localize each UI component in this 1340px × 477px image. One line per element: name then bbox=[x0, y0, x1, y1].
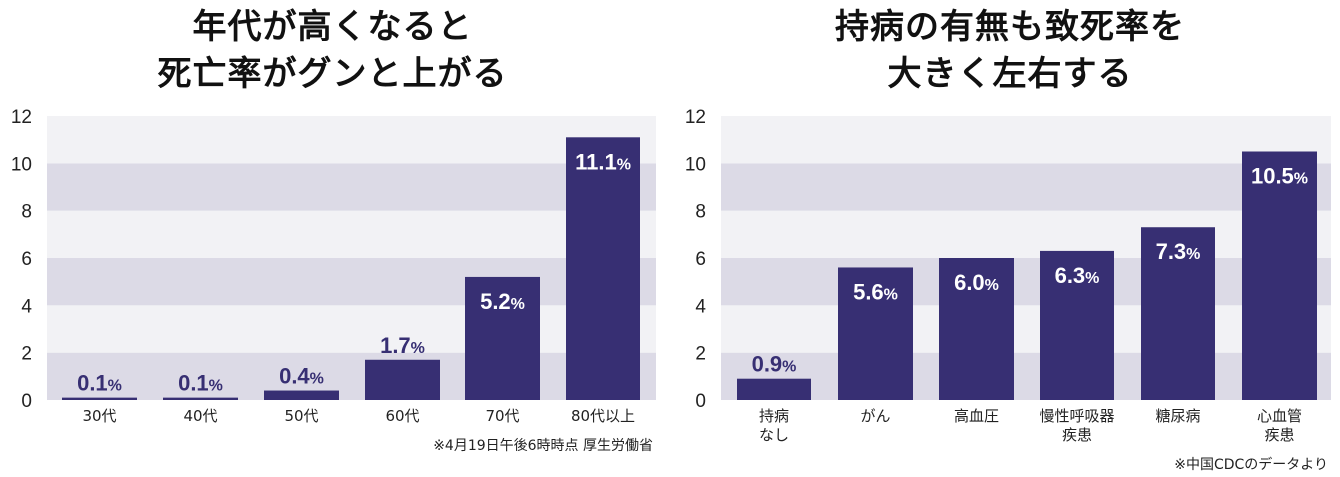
x-tick-label: 40代 bbox=[183, 407, 217, 425]
x-tick-label: 持病 bbox=[759, 407, 789, 425]
data-label: 0.1% bbox=[77, 371, 122, 396]
grid-band bbox=[47, 352, 656, 400]
y-tick-label: 6 bbox=[695, 249, 706, 270]
grid-band bbox=[721, 163, 1331, 211]
source-note: ※4月19日午後6時時点 厚生労働省 bbox=[433, 438, 653, 454]
grid-band bbox=[47, 258, 656, 306]
y-tick-label: 12 bbox=[685, 107, 706, 128]
grid-band bbox=[47, 163, 656, 211]
x-tick-label: 高血圧 bbox=[954, 407, 999, 425]
y-tick-label: 6 bbox=[21, 249, 32, 270]
grid-band bbox=[721, 116, 1331, 164]
grid-band bbox=[721, 305, 1331, 353]
bar bbox=[365, 359, 440, 400]
y-tick-label: 4 bbox=[21, 296, 32, 317]
bar bbox=[737, 378, 811, 400]
data-label: 6.0% bbox=[954, 270, 999, 295]
data-label: 5.6% bbox=[853, 279, 898, 304]
condition-chart: 0246810120.9%持病なし5.6%がん6.0%高血圧6.3%慢性呼吸器疾… bbox=[685, 107, 1331, 473]
bar bbox=[264, 390, 339, 400]
data-label: 0.1% bbox=[178, 371, 223, 396]
x-tick-label: 糖尿病 bbox=[1155, 407, 1200, 425]
data-label: 6.3% bbox=[1055, 263, 1100, 288]
grid-band bbox=[721, 352, 1331, 400]
y-tick-label: 0 bbox=[21, 391, 32, 412]
bar bbox=[1040, 250, 1114, 400]
y-tick-label: 8 bbox=[695, 202, 706, 223]
bar bbox=[163, 397, 238, 400]
data-label: 5.2% bbox=[480, 289, 525, 314]
data-label: 11.1% bbox=[575, 149, 631, 174]
grid-band bbox=[721, 258, 1331, 306]
right-title-line-2: 大きく左右する bbox=[887, 54, 1133, 94]
y-tick-label: 12 bbox=[11, 107, 32, 128]
bar bbox=[566, 137, 640, 401]
data-label: 0.9% bbox=[752, 352, 797, 377]
grid-band bbox=[47, 210, 656, 258]
grid-band bbox=[47, 305, 656, 353]
left-title-line-2: 死亡率がグンと上がる bbox=[157, 54, 508, 94]
data-label: 7.3% bbox=[1156, 239, 1201, 264]
x-tick-label: 30代 bbox=[82, 407, 116, 425]
y-tick-label: 0 bbox=[695, 391, 706, 412]
bar bbox=[1141, 227, 1215, 400]
x-tick-label: 50代 bbox=[284, 407, 318, 425]
x-tick-label: 疾患 bbox=[1264, 426, 1294, 444]
left-title-line-1: 年代が高くなると bbox=[192, 7, 473, 47]
x-tick-label: なし bbox=[759, 426, 789, 444]
bar bbox=[838, 267, 913, 400]
x-tick-label: 60代 bbox=[385, 407, 419, 425]
y-tick-label: 4 bbox=[695, 296, 706, 317]
bar bbox=[1242, 151, 1317, 400]
y-tick-label: 8 bbox=[21, 202, 32, 223]
right-chart-title: 持病の有無も致死率を 大きく左右する bbox=[680, 4, 1340, 98]
x-tick-label: 心血管 bbox=[1257, 407, 1302, 425]
x-tick-label: 疾患 bbox=[1062, 426, 1092, 444]
x-tick-label: 80代以上 bbox=[571, 407, 635, 425]
y-tick-label: 2 bbox=[21, 344, 32, 365]
age-chart: 0 2 4 6 8 10 12 0.1% 30代 0.1% 40代 0.4% 50代 1.7% 60代 5.2… bbox=[11, 107, 656, 454]
y-tick-label: 10 bbox=[685, 154, 706, 175]
grid-band bbox=[721, 210, 1331, 258]
bar bbox=[465, 276, 540, 400]
x-tick-label: がん bbox=[860, 407, 890, 425]
left-chart-title: 年代が高くなると 死亡率がグンと上がる bbox=[0, 4, 665, 98]
y-tick-label: 2 bbox=[695, 344, 706, 365]
source-note: ※中国CDCのデータより bbox=[1174, 456, 1328, 473]
y-tick-label: 10 bbox=[11, 154, 32, 175]
x-tick-label: 慢性呼吸器 bbox=[1039, 407, 1114, 425]
bar bbox=[62, 397, 137, 400]
bar bbox=[939, 258, 1014, 400]
grid-band bbox=[47, 116, 656, 164]
data-label: 1.7% bbox=[380, 333, 425, 358]
data-label: 10.5% bbox=[1251, 164, 1308, 189]
x-tick-label: 70代 bbox=[485, 407, 519, 425]
right-title-line-1: 持病の有無も致死率を bbox=[835, 7, 1185, 47]
data-label: 0.4% bbox=[279, 364, 324, 389]
